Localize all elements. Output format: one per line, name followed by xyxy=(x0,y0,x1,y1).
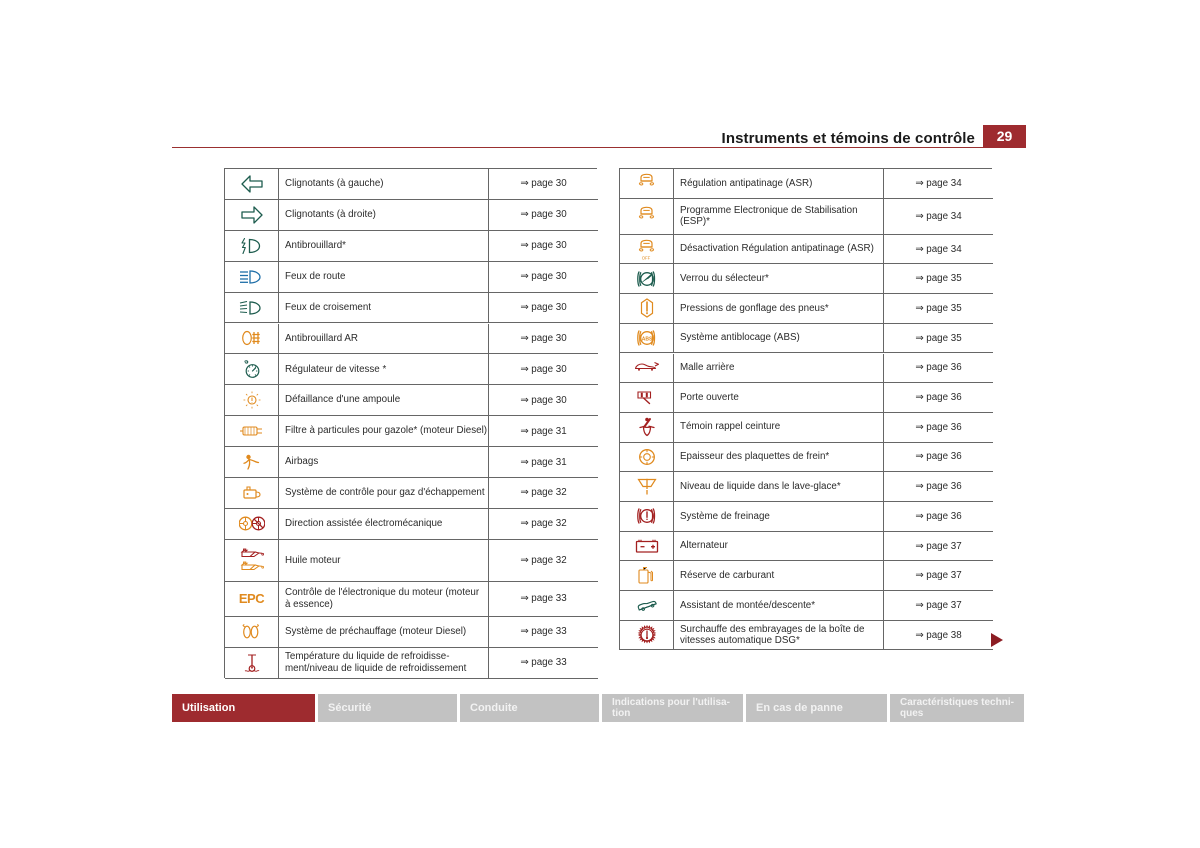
svg-text:ABS: ABS xyxy=(641,337,652,343)
svg-text:OFF: OFF xyxy=(641,255,650,260)
